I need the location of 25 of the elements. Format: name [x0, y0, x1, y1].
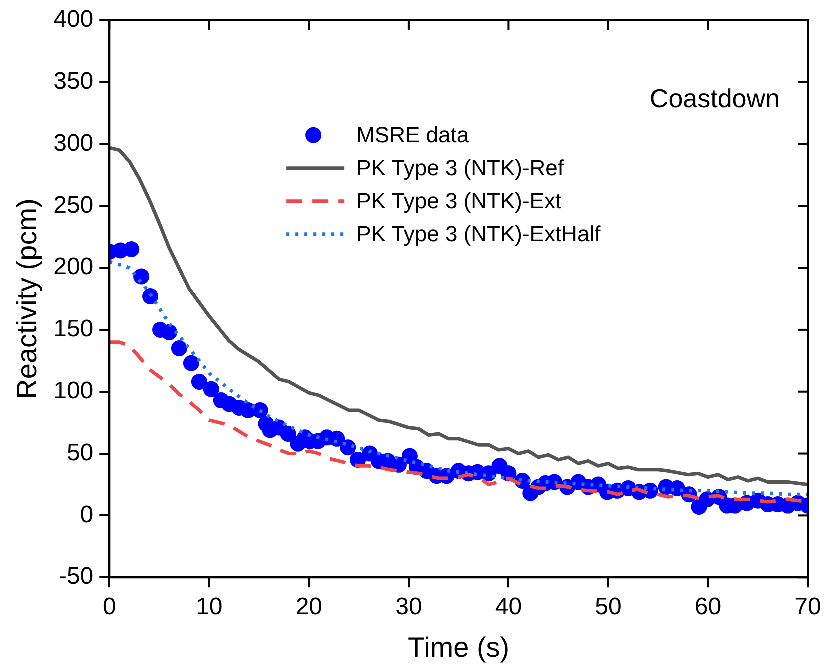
legend-label: PK Type 3 (NTK)-ExtHalf: [356, 221, 602, 246]
x-tick-label: 0: [102, 594, 116, 621]
x-tick-label: 30: [396, 594, 422, 621]
y-tick-label: 250: [54, 192, 94, 219]
y-axis-title: Reactivity (pcm): [12, 198, 43, 400]
y-tick-label: 50: [66, 439, 94, 466]
y-tick-label: 400: [54, 6, 94, 34]
y-tick-label: -50: [58, 563, 94, 590]
y-tick-label: 0: [80, 501, 94, 528]
y-tick-label: 200: [54, 254, 94, 281]
x-tick-label: 50: [595, 594, 622, 621]
annotation: Coastdown: [650, 84, 780, 114]
legend-label: MSRE data: [356, 122, 470, 148]
x-tick-label: 10: [196, 594, 223, 621]
x-axis-title: Time (s): [408, 632, 510, 663]
x-tick-label: 60: [694, 594, 722, 621]
x-tick-label: 20: [296, 594, 323, 621]
y-tick-label: 350: [54, 68, 94, 95]
y-tick-label: 300: [54, 130, 94, 157]
x-tick-label: 40: [495, 594, 522, 621]
y-tick-label: 100: [54, 377, 94, 404]
x-tick-label: 70: [794, 594, 822, 621]
legend-label: PK Type 3 (NTK)-Ext: [356, 188, 562, 214]
legend-label: PK Type 3 (NTK)-Ref: [356, 155, 565, 180]
y-tick-label: 150: [54, 316, 94, 343]
